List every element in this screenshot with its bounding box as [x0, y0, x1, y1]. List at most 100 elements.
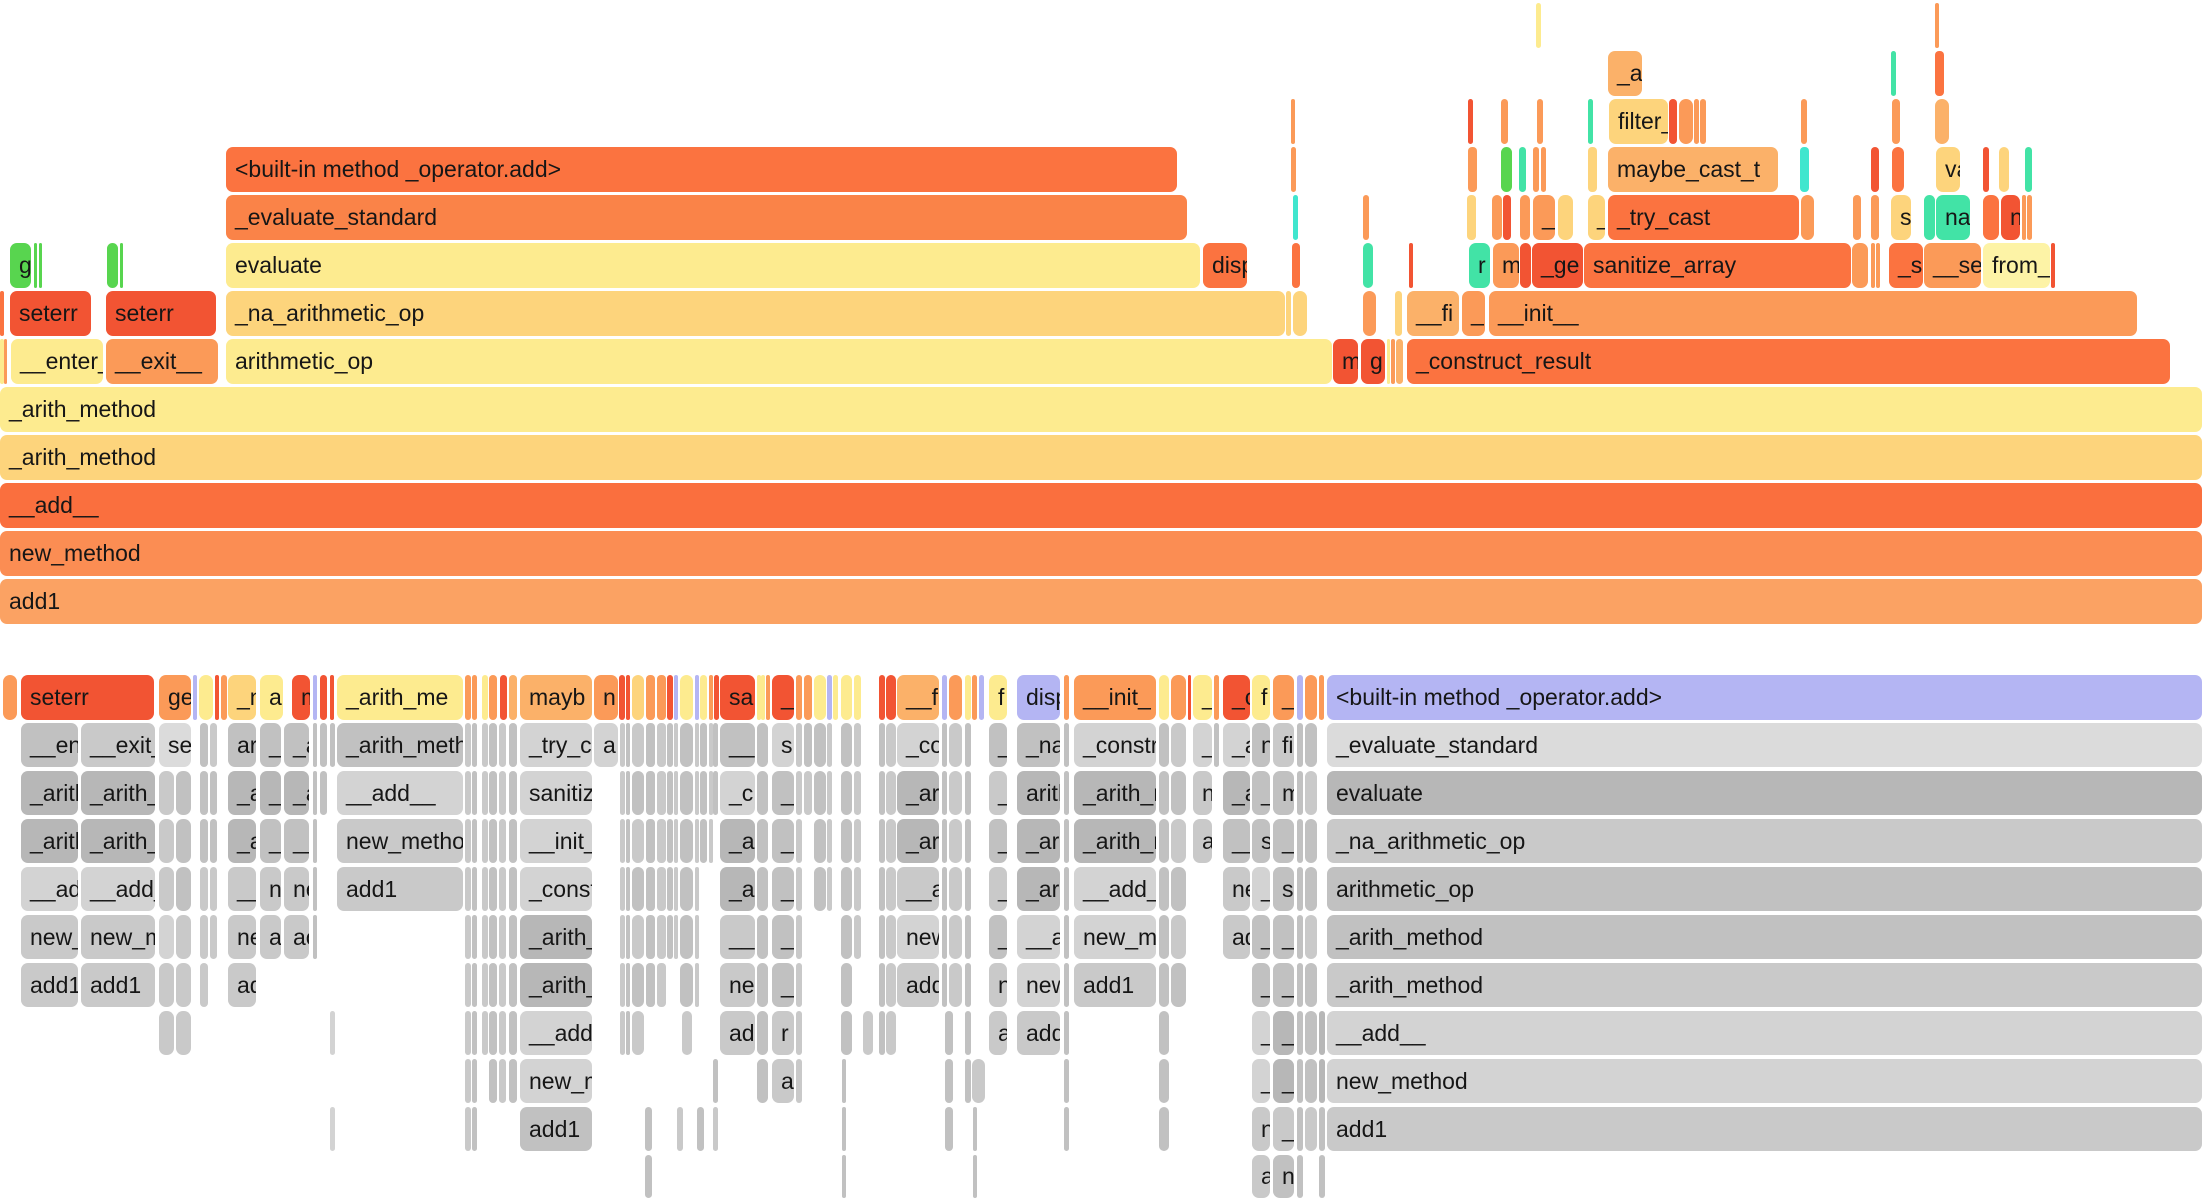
frame-arith-method[interactable]: _arith_method: [897, 771, 939, 815]
frame-arith-method[interactable]: _arith_method: [1017, 819, 1060, 863]
frame-a[interactable]: _a: [1223, 771, 1250, 815]
frame-sliver[interactable]: [499, 723, 506, 767]
frame-sliver[interactable]: _: [989, 867, 1007, 911]
frame-sliver[interactable]: [757, 723, 768, 767]
frame-sliver[interactable]: [667, 819, 673, 863]
frame-sliver[interactable]: [766, 675, 770, 720]
frame-sliver[interactable]: [965, 771, 971, 815]
frame-sliver[interactable]: [465, 771, 471, 815]
frame-sliver[interactable]: [489, 723, 497, 767]
frame-add[interactable]: __add__: [21, 867, 78, 911]
frame-sliver[interactable]: _: [260, 723, 281, 767]
frame-na-arithmetic-op[interactable]: _na_arithmetic_op: [1327, 819, 2202, 863]
frame-sliver[interactable]: [965, 867, 971, 911]
frame-sliver[interactable]: [827, 867, 832, 911]
frame-sliver[interactable]: [472, 771, 477, 815]
frame-sliver[interactable]: [1064, 1107, 1069, 1151]
frame-sliver[interactable]: [1700, 99, 1706, 144]
frame-sliver[interactable]: [1467, 195, 1476, 240]
frame-sliver[interactable]: _: [1252, 771, 1270, 815]
frame-sliver[interactable]: [320, 771, 327, 815]
frame-add1[interactable]: add1: [1017, 1011, 1060, 1055]
frame-sliver[interactable]: [886, 771, 896, 815]
frame-a[interactable]: a: [260, 675, 283, 720]
frame-sliver[interactable]: [509, 819, 517, 863]
frame-ac[interactable]: ac: [284, 915, 309, 959]
frame-n[interactable]: n: [1193, 771, 1212, 815]
frame-sliver[interactable]: [482, 675, 488, 720]
frame-se[interactable]: __se: [1924, 243, 1981, 288]
frame-arith-method[interactable]: _arith_method: [228, 771, 256, 815]
frame-sliver[interactable]: [632, 915, 644, 959]
frame-sliver[interactable]: [1319, 675, 1324, 720]
frame-sliver[interactable]: [620, 819, 625, 863]
frame-sliver[interactable]: [680, 819, 693, 863]
frame-arith-method[interactable]: _arith_method: [1327, 963, 2202, 1007]
frame-s[interactable]: [1305, 819, 1317, 863]
frame-sliver[interactable]: [2022, 195, 2026, 240]
frame-sliver[interactable]: [700, 819, 707, 863]
frame-sliver[interactable]: [1924, 195, 1935, 240]
frame-arith-method[interactable]: _arith_method: [1074, 771, 1156, 815]
frame-sa[interactable]: sa: [720, 675, 755, 720]
frame-sliver[interactable]: [626, 771, 630, 815]
frame-r[interactable]: [1171, 675, 1186, 720]
frame-sliver[interactable]: [1305, 1011, 1317, 1055]
frame-sliver[interactable]: [1171, 771, 1186, 815]
frame-sliver[interactable]: [713, 723, 718, 767]
frame-sliver[interactable]: [465, 675, 471, 720]
frame-sliver[interactable]: [1395, 291, 1402, 336]
frame-sliver[interactable]: [1291, 99, 1295, 144]
frame-f[interactable]: __f: [897, 675, 939, 720]
frame-r[interactable]: [176, 963, 191, 1007]
frame-r[interactable]: [1305, 1107, 1317, 1151]
frame-n[interactable]: n: [989, 963, 1007, 1007]
frame-new-method[interactable]: new_method: [1017, 963, 1060, 1007]
frame-sliver[interactable]: [1064, 915, 1069, 959]
frame-sliver[interactable]: [1501, 99, 1508, 144]
frame-sliver[interactable]: [1159, 819, 1169, 863]
frame-sliver[interactable]: [632, 963, 644, 1007]
frame-sliver[interactable]: [674, 675, 678, 720]
frame-sliver[interactable]: [1159, 867, 1169, 911]
frame-sliver[interactable]: [1297, 819, 1303, 863]
frame-sliver[interactable]: [1363, 291, 1376, 336]
frame-sliver[interactable]: _: [989, 723, 1007, 767]
frame-s[interactable]: s: [1891, 195, 1911, 240]
frame-sliver[interactable]: [1468, 99, 1473, 144]
frame-sliver[interactable]: [330, 1107, 335, 1151]
frame-seterr[interactable]: seterr: [21, 675, 154, 720]
frame-sliver[interactable]: [657, 963, 666, 1007]
frame-sliver[interactable]: [313, 819, 317, 863]
frame-sliver[interactable]: [646, 963, 655, 1007]
frame-sliver[interactable]: [1319, 1107, 1325, 1151]
frame-sliver[interactable]: [1935, 51, 1944, 96]
frame-arith-method[interactable]: _arith_method: [0, 435, 2202, 480]
frame-sliver[interactable]: [657, 915, 666, 959]
frame-sliver[interactable]: [1694, 99, 1699, 144]
frame-sliver[interactable]: [965, 915, 971, 959]
frame-sliver[interactable]: [674, 819, 678, 863]
frame-sliver[interactable]: [879, 1011, 885, 1055]
frame-sliver[interactable]: [854, 867, 861, 911]
frame-sliver[interactable]: [854, 771, 861, 815]
frame-sliver[interactable]: __: [720, 723, 755, 767]
frame-sliver[interactable]: [646, 867, 655, 911]
frame-sliver[interactable]: [1297, 1059, 1303, 1103]
frame-arith-method[interactable]: _arith_method: [1327, 915, 2202, 959]
frame-init[interactable]: __init__: [1489, 291, 2137, 336]
frame-sliver[interactable]: [646, 723, 655, 767]
frame-sliver[interactable]: _: [260, 819, 281, 863]
frame-sliver[interactable]: [210, 819, 217, 863]
frame-sliver[interactable]: [200, 867, 208, 911]
frame-n[interactable]: n: [594, 675, 618, 720]
frame-sliver[interactable]: [472, 963, 477, 1007]
frame-sliver[interactable]: [1159, 915, 1169, 959]
frame-a[interactable]: [804, 771, 812, 815]
frame-sliver[interactable]: [949, 675, 962, 720]
frame-sanitize-array[interactable]: sanitize_array: [1584, 243, 1851, 288]
frame-sliver[interactable]: [713, 1107, 718, 1151]
frame-sliver[interactable]: _: [1273, 1107, 1294, 1151]
frame-sliver[interactable]: [509, 1011, 517, 1055]
frame-arith-method[interactable]: _arith_method: [228, 819, 256, 863]
